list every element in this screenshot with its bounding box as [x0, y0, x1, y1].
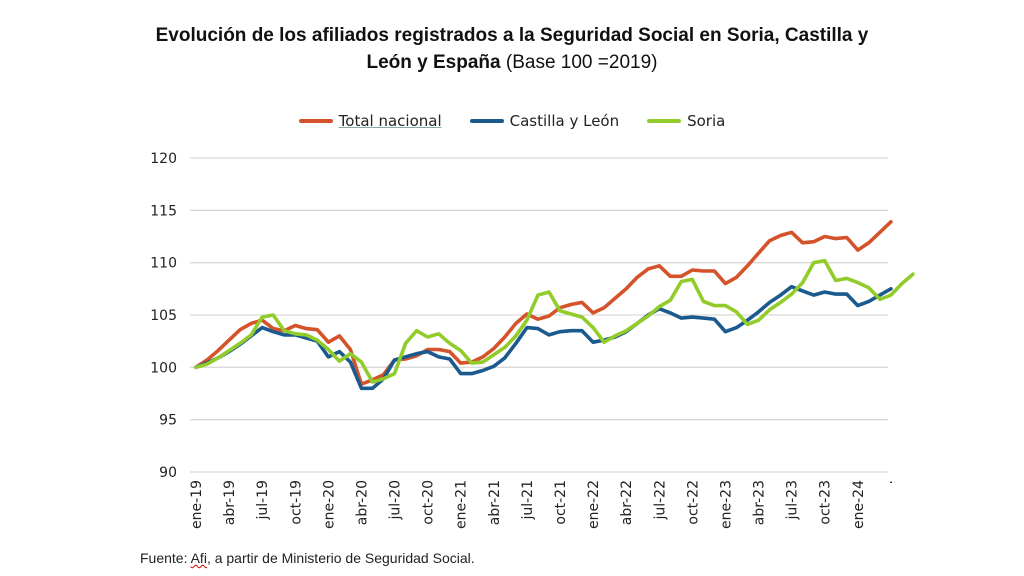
y-tick-label: 110 — [150, 256, 177, 272]
x-tick-label: abr-23 — [752, 480, 768, 525]
x-tick-label: ene-19 — [189, 480, 205, 529]
legend-swatch-total-nacional — [298, 119, 333, 123]
legend-item-total-nacional: Total nacional — [298, 112, 442, 130]
title-line-1: Evolución de los afiliados registrados a… — [155, 25, 869, 46]
x-tick-label: oct-20 — [421, 480, 437, 525]
legend-label-total-nacional: Total nacional — [338, 112, 442, 130]
legend-label-soria: Soria — [687, 112, 726, 130]
x-tick-label: · — [884, 480, 900, 484]
x-tick-label: oct-19 — [288, 480, 304, 525]
source-note: Fuente: Afi, a partir de Ministerio de S… — [140, 550, 475, 566]
legend-item-soria: Soria — [647, 112, 725, 130]
x-tick-label: ene-21 — [454, 480, 470, 529]
x-tick-label: abr-21 — [487, 480, 503, 525]
x-tick-label: ene-20 — [321, 480, 337, 529]
chart-subtitle: (Base 100 =2019) — [505, 52, 658, 73]
x-tick-label: jul-19 — [255, 480, 271, 521]
x-tick-label: oct-22 — [685, 480, 701, 525]
legend-item-castilla-y-leon: Castilla y León — [469, 112, 620, 130]
series-line-total-nacional — [194, 220, 893, 386]
series-line-castilla-y-leon — [194, 284, 893, 391]
source-rest: , a partir de Ministerio de Seguridad So… — [206, 550, 475, 566]
chart-title: Evolución de los afiliados registrados a… — [0, 22, 1024, 76]
title-line-2: León y España — [366, 52, 501, 73]
x-tick-label: jul-20 — [388, 480, 404, 521]
source-afi: Afi — [190, 550, 207, 566]
gridlines — [190, 157, 888, 473]
x-tick-label: ene-22 — [586, 480, 602, 529]
source-prefix: Fuente: — [140, 550, 191, 566]
x-tick-label: ene-24 — [851, 480, 867, 529]
x-axis-ticks: ene-19 abr-19 jul-19 oct-19 ene-20 abr-20 jul-… — [189, 480, 900, 529]
x-tick-label: abr-20 — [354, 480, 370, 525]
x-tick-label: abr-19 — [222, 480, 238, 525]
chart-legend: Total nacional Castilla y León Soria — [0, 112, 1024, 130]
series-lines — [194, 220, 915, 391]
x-tick-label: abr-22 — [619, 480, 635, 525]
y-tick-label: 95 — [159, 413, 177, 429]
legend-swatch-castilla-y-leon — [469, 119, 504, 123]
y-tick-label: 105 — [150, 308, 177, 324]
x-tick-label: ene-23 — [718, 480, 734, 529]
series-line-soria — [194, 258, 915, 384]
legend-swatch-soria — [647, 119, 682, 123]
y-tick-label: 90 — [159, 465, 177, 481]
legend-label-castilla-y-leon: Castilla y León — [509, 112, 620, 130]
x-tick-label: jul-21 — [520, 480, 536, 521]
x-tick-label: oct-21 — [553, 480, 569, 525]
x-tick-label: jul-22 — [652, 480, 668, 521]
y-tick-label: 115 — [150, 203, 177, 219]
y-axis-ticks: 90 95 100 105 110 115 120 — [150, 151, 177, 481]
y-tick-label: 100 — [150, 360, 177, 376]
x-tick-label: jul-23 — [785, 480, 801, 521]
x-tick-label: oct-23 — [818, 480, 834, 525]
y-tick-label: 120 — [150, 151, 177, 167]
